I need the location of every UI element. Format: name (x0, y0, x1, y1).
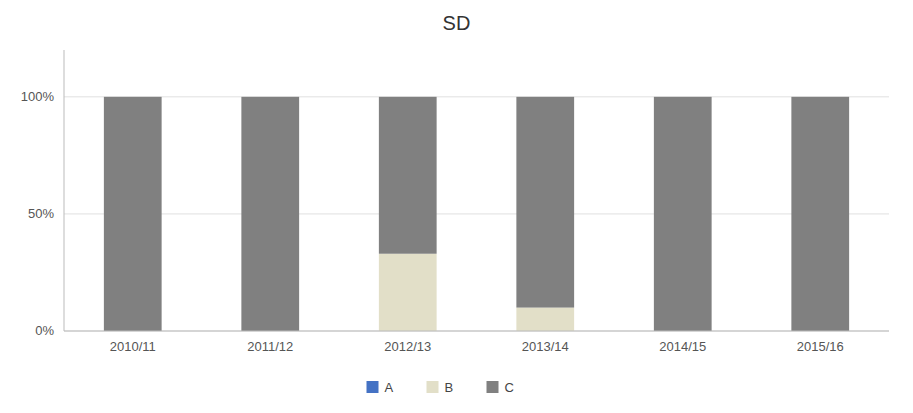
background (0, 0, 913, 413)
y-tick-label: 100% (21, 89, 55, 104)
bars (104, 97, 849, 331)
bar-segment (241, 97, 299, 331)
legend-label: A (385, 380, 394, 395)
legend-swatch (427, 381, 439, 393)
x-tick-label: 2011/12 (247, 339, 293, 354)
bar-segment (791, 97, 849, 331)
bar-segment (654, 97, 712, 331)
grid-line (64, 96, 889, 97)
legend-label: B (445, 380, 454, 395)
legend: A B C (367, 380, 514, 395)
x-tick-label: 2010/11 (110, 339, 156, 354)
bar-segment (379, 254, 437, 331)
grid (64, 97, 889, 331)
legend-label: C (505, 380, 514, 395)
bar-segment (516, 308, 574, 331)
series-group (104, 97, 849, 331)
x-tick-label: 2014/15 (659, 339, 706, 354)
legend-swatch (487, 381, 499, 393)
grid-line (64, 331, 889, 332)
x-tick-label: 2013/14 (522, 339, 569, 354)
chart-title: SD (443, 12, 471, 34)
bar-segment (104, 97, 162, 331)
bar-segment (516, 97, 574, 308)
y-tick-label: 50% (28, 206, 54, 221)
legend-swatch (367, 381, 379, 393)
y-axis-line (64, 50, 65, 331)
chart-svg: SD 0% 50% 100% 2010/11 2011/12 2012/13 2013/14 2… (0, 0, 913, 413)
y-tick-label: 0% (35, 323, 54, 338)
x-tick-label: 2012/13 (384, 339, 431, 354)
bar-segment (379, 97, 437, 254)
chart-container: SD 0% 50% 100% 2010/11 2011/12 2012/13 2013/14 2… (0, 0, 913, 413)
x-tick-label: 2015/16 (797, 339, 844, 354)
x-axis-line (64, 331, 889, 332)
grid-line (64, 213, 889, 214)
